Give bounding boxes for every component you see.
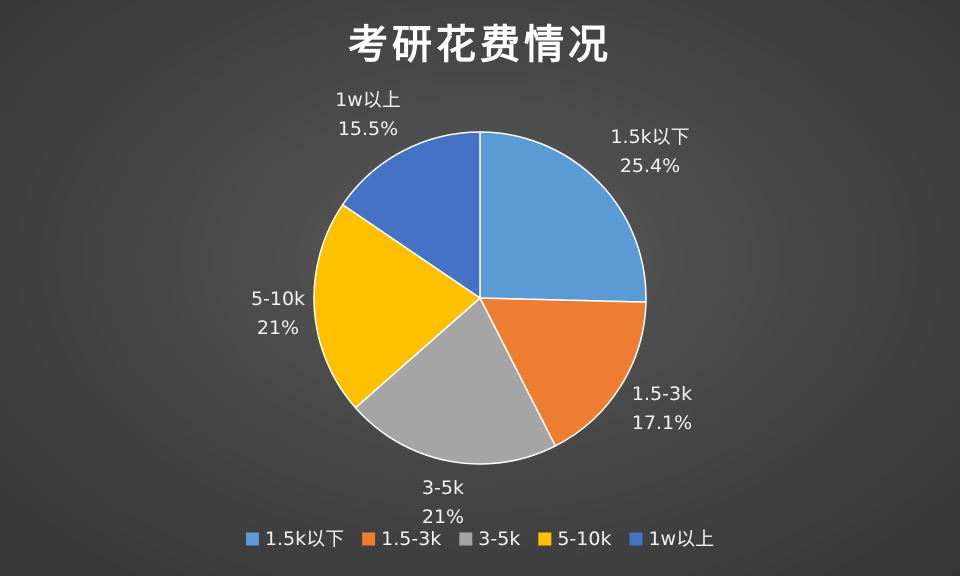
legend-label: 1.5-3k bbox=[381, 528, 441, 550]
slice-category-label: 5-10k bbox=[251, 288, 305, 310]
legend-swatch bbox=[245, 532, 259, 546]
pie-slices bbox=[313, 131, 647, 465]
pie-slice bbox=[478, 297, 647, 447]
chart-title: 考研花费情况 bbox=[348, 21, 612, 68]
pie-slice bbox=[313, 203, 482, 409]
slice-percent-label: 25.4% bbox=[620, 155, 680, 177]
legend-swatch bbox=[362, 532, 376, 546]
legend-label: 1.5k以下 bbox=[265, 528, 344, 550]
legend-label: 5-10k bbox=[557, 528, 611, 550]
legend-swatch bbox=[629, 532, 643, 546]
pie-slice bbox=[354, 296, 557, 465]
slice-labels: 1.5k以下 25.4% 1.5-3k 17.1% 3-5k 21% 5-10k 21% 1w以… bbox=[251, 89, 692, 528]
slice-percent-label: 15.5% bbox=[338, 118, 398, 140]
legend-swatch bbox=[459, 532, 473, 546]
legend-label: 1w以上 bbox=[648, 528, 714, 550]
slice-category-label: 3-5k bbox=[422, 477, 464, 499]
legend-swatch bbox=[538, 532, 552, 546]
pie-slice bbox=[341, 131, 481, 300]
slice-category-label: 1w以上 bbox=[335, 89, 401, 111]
slice-percent-label: 21% bbox=[422, 506, 464, 528]
slice-category-label: 1.5-3k bbox=[632, 383, 692, 405]
legend-label: 3-5k bbox=[478, 528, 520, 550]
slice-category-label: 1.5k以下 bbox=[610, 126, 689, 148]
pie-slice bbox=[479, 131, 647, 303]
slice-percent-label: 21% bbox=[257, 317, 299, 339]
slice-percent-label: 17.1% bbox=[632, 412, 692, 434]
legend: 1.5k以下 1.5-3k 3-5k 5-10k 1w以上 bbox=[245, 528, 714, 550]
